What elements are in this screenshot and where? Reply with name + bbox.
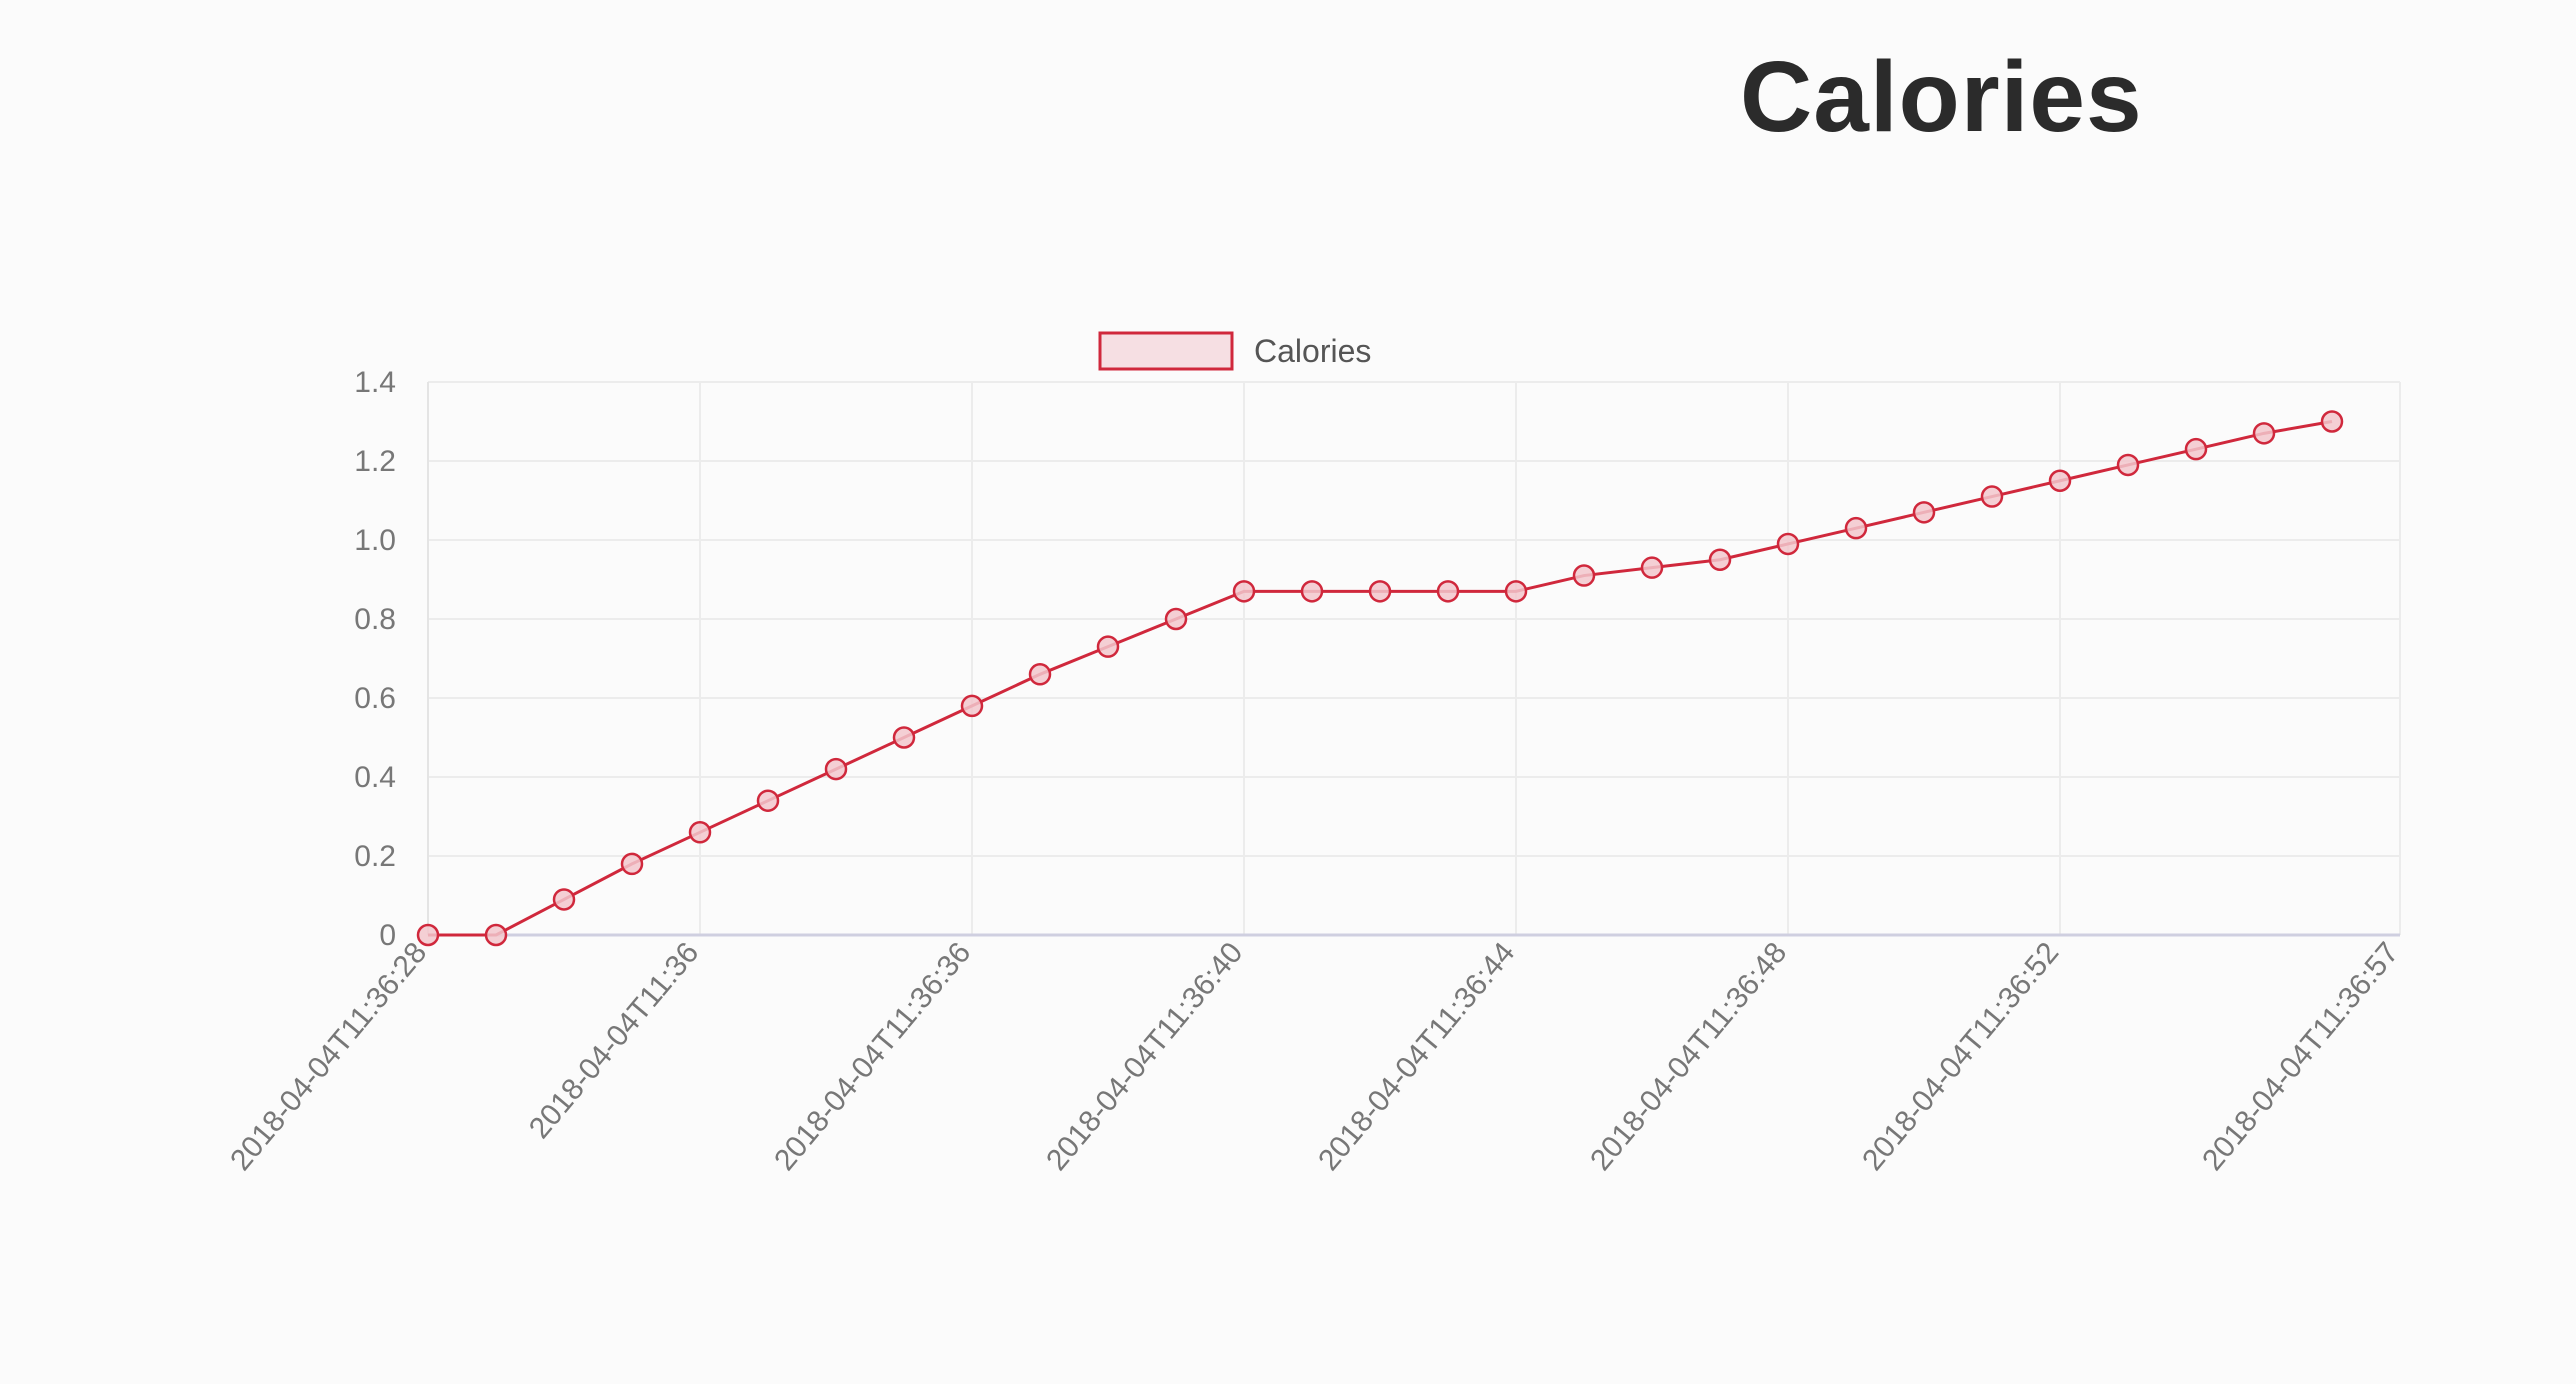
data-point (1844, 516, 1868, 540)
series-line-calories (428, 420, 2333, 937)
data-point (2252, 422, 2276, 445)
data-point (2048, 469, 2072, 492)
data-point (1300, 580, 1324, 603)
data-point (688, 821, 712, 844)
data-point (1504, 580, 1528, 603)
data-point (2184, 437, 2208, 461)
x-tick-label: 2018-04-04T11:36 (523, 936, 706, 1145)
data-point (1164, 607, 1188, 631)
data-point (1436, 580, 1460, 603)
series-layer (416, 410, 2344, 947)
data-point (960, 694, 984, 718)
data-point (1912, 501, 1936, 524)
y-tick-label: 0.8 (354, 603, 396, 636)
data-point (1232, 580, 1256, 603)
legend-label[interactable]: Calories (1254, 333, 1371, 369)
data-point (552, 888, 576, 911)
axes (427, 382, 2400, 937)
x-tick-label: 2018-04-04T11:36:48 (1584, 936, 1793, 1177)
x-tick-label: 2018-04-04T11:36:52 (1856, 936, 2065, 1177)
x-tick-label: 2018-04-04T11:36:36 (768, 936, 977, 1177)
y-axis-ticks: 0 0.2 0.4 0.6 0.8 1.0 1.2 1.4 (354, 366, 396, 952)
data-point (2320, 410, 2344, 433)
data-point (892, 726, 916, 749)
legend[interactable]: Calories (1098, 331, 1371, 371)
data-point (416, 923, 440, 947)
y-tick-label: 0.4 (354, 761, 396, 794)
x-tick-label: 2018-04-04T11:36:44 (1312, 936, 1521, 1177)
y-tick-label: 1.2 (354, 445, 396, 478)
data-point (1640, 556, 1664, 579)
y-tick-label: 0.2 (354, 840, 396, 873)
data-point (824, 757, 848, 781)
data-point (620, 852, 644, 876)
x-axis-ticks: 2018-04-04T11:36:28 2018-04-04T11:36 2018-… (224, 936, 2405, 1177)
grid (427, 381, 2401, 935)
data-point (1708, 548, 1732, 571)
data-point (1776, 532, 1800, 556)
data-point (1368, 580, 1392, 603)
data-point (1980, 485, 2004, 508)
data-point (1028, 663, 1052, 686)
x-tick-label: 2018-04-04T11:36:28 (224, 936, 433, 1177)
y-tick-label: 1.0 (354, 524, 396, 557)
page-title: Calories (1740, 41, 2143, 153)
data-point (1096, 635, 1120, 658)
data-point (484, 923, 508, 947)
y-tick-label: 0.6 (354, 682, 396, 715)
y-tick-label: 1.4 (354, 366, 396, 399)
data-point (756, 789, 780, 812)
legend-swatch[interactable] (1098, 331, 1234, 371)
data-point (2116, 453, 2140, 477)
x-tick-label: 2018-04-04T11:36:57 (2196, 936, 2405, 1177)
x-tick-label: 2018-04-04T11:36:40 (1040, 936, 1249, 1177)
y-tick-label: 0 (379, 919, 396, 952)
data-point (1572, 564, 1596, 587)
